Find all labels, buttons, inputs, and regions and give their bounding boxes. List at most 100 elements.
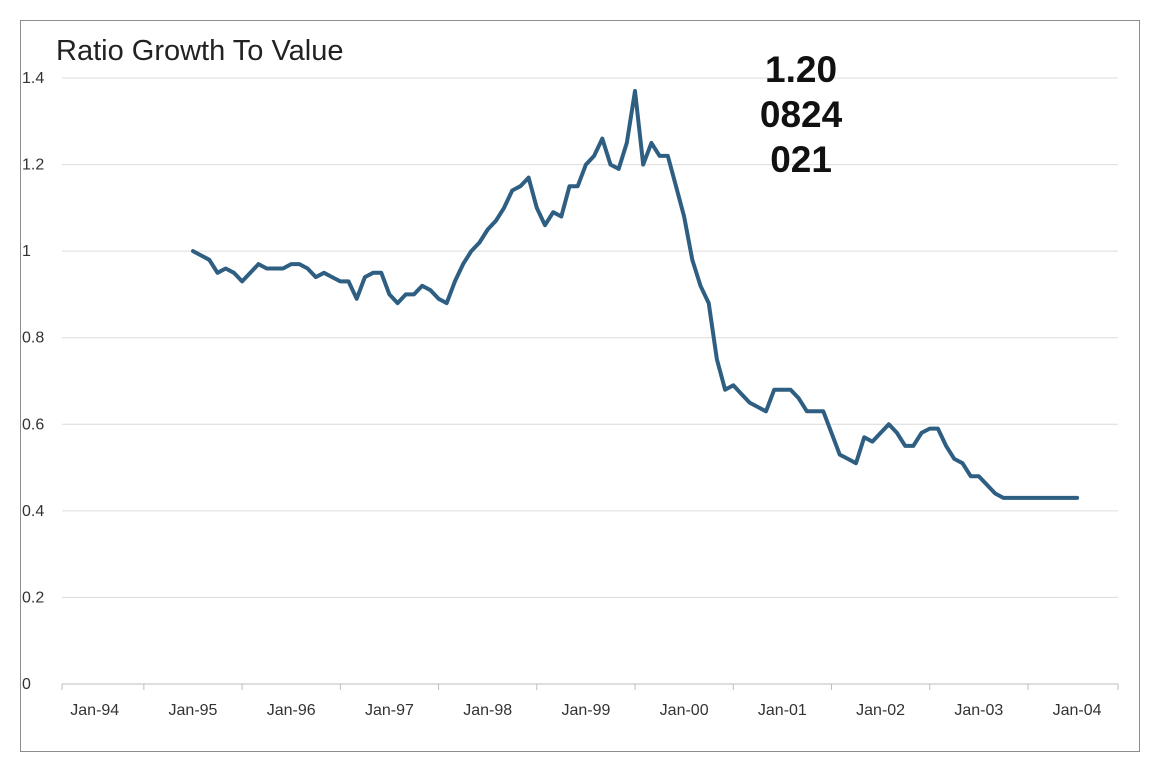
data-point xyxy=(764,409,768,413)
data-point xyxy=(977,474,981,478)
data-point xyxy=(649,141,653,145)
data-point xyxy=(494,219,498,223)
data-point xyxy=(1001,496,1005,500)
data-point xyxy=(420,284,424,288)
data-point xyxy=(404,292,408,296)
y-axis-ticks: 0 0.2 0.4 0.6 0.8 1 1.2 1.4 xyxy=(22,70,44,693)
data-point xyxy=(739,392,743,396)
x-tick-label: Jan-01 xyxy=(758,702,807,719)
data-point xyxy=(535,206,539,210)
data-point xyxy=(224,266,228,270)
data-point xyxy=(371,271,375,275)
data-point xyxy=(1051,496,1055,500)
data-point xyxy=(1018,496,1022,500)
x-tick-label: Jan-03 xyxy=(954,702,1003,719)
data-point xyxy=(265,266,269,270)
y-tick-label: 0.8 xyxy=(22,330,44,347)
data-point xyxy=(879,431,883,435)
data-point xyxy=(314,275,318,279)
data-point xyxy=(289,262,293,266)
y-tick-label: 0.2 xyxy=(22,589,44,606)
data-point xyxy=(412,292,416,296)
annotation-line: 0824 xyxy=(760,94,843,135)
data-point xyxy=(707,301,711,305)
data-point xyxy=(461,262,465,266)
annotation-line: 1.20 xyxy=(765,49,837,90)
data-point xyxy=(363,275,367,279)
data-point xyxy=(600,137,604,141)
data-point xyxy=(608,163,612,167)
data-point xyxy=(641,163,645,167)
data-point xyxy=(952,457,956,461)
data-point xyxy=(469,249,473,253)
data-point xyxy=(518,184,522,188)
data-point xyxy=(731,383,735,387)
data-point xyxy=(772,388,776,392)
data-point xyxy=(658,154,662,158)
data-point xyxy=(903,444,907,448)
data-point xyxy=(748,401,752,405)
data-point xyxy=(510,189,514,193)
y-tick-label: 0 xyxy=(22,676,31,693)
data-point xyxy=(633,89,637,93)
data-point xyxy=(870,440,874,444)
x-tick-label: Jan-00 xyxy=(660,702,709,719)
data-point xyxy=(936,427,940,431)
data-point xyxy=(797,396,801,400)
data-point xyxy=(1075,496,1079,500)
data-point xyxy=(1067,496,1071,500)
data-point xyxy=(682,215,686,219)
data-point xyxy=(330,275,334,279)
data-point xyxy=(862,435,866,439)
data-point xyxy=(347,279,351,283)
data-point xyxy=(625,141,629,145)
data-point xyxy=(789,388,793,392)
data-point xyxy=(240,279,244,283)
data-point xyxy=(248,271,252,275)
series-group xyxy=(191,89,1080,500)
data-point xyxy=(715,357,719,361)
data-point xyxy=(1034,496,1038,500)
data-point xyxy=(437,297,441,301)
x-tick-label: Jan-02 xyxy=(856,702,905,719)
data-point xyxy=(559,215,563,219)
x-tick-label: Jan-96 xyxy=(267,702,316,719)
data-point xyxy=(551,210,555,214)
x-tick-label: Jan-98 xyxy=(463,702,512,719)
data-point xyxy=(592,154,596,158)
data-point xyxy=(854,461,858,465)
data-point xyxy=(805,409,809,413)
gridlines xyxy=(62,77,1118,598)
data-point xyxy=(699,284,703,288)
data-point xyxy=(273,266,277,270)
data-point xyxy=(944,444,948,448)
data-point xyxy=(568,184,572,188)
data-point xyxy=(666,154,670,158)
data-point xyxy=(993,492,997,496)
x-tick-label: Jan-97 xyxy=(365,702,414,719)
data-point xyxy=(813,409,817,413)
data-point xyxy=(281,266,285,270)
data-point xyxy=(674,184,678,188)
data-point xyxy=(887,422,891,426)
data-point xyxy=(920,431,924,435)
data-point xyxy=(821,409,825,413)
series-line xyxy=(191,89,1080,500)
data-point xyxy=(756,405,760,409)
x-tick-label: Jan-04 xyxy=(1053,702,1102,719)
data-point xyxy=(297,262,301,266)
data-point xyxy=(1059,496,1063,500)
annotation-line: 021 xyxy=(770,139,832,180)
data-point xyxy=(960,461,964,465)
data-point xyxy=(387,292,391,296)
data-point xyxy=(486,228,490,231)
data-point xyxy=(1026,496,1030,500)
data-point xyxy=(322,271,326,275)
data-point xyxy=(306,266,310,270)
data-point xyxy=(911,444,915,448)
data-point xyxy=(780,388,784,392)
data-point xyxy=(838,453,842,457)
data-point xyxy=(428,288,432,292)
data-point xyxy=(232,271,236,275)
